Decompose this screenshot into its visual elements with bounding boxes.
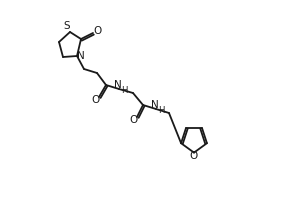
Text: N: N (77, 51, 85, 61)
Text: O: O (190, 151, 198, 161)
Text: O: O (91, 95, 99, 105)
Text: N: N (114, 80, 122, 90)
Text: H: H (158, 106, 165, 115)
Text: N: N (151, 100, 159, 110)
Text: O: O (93, 26, 101, 36)
Text: O: O (129, 115, 137, 125)
Text: H: H (121, 86, 127, 95)
Text: S: S (64, 21, 70, 31)
